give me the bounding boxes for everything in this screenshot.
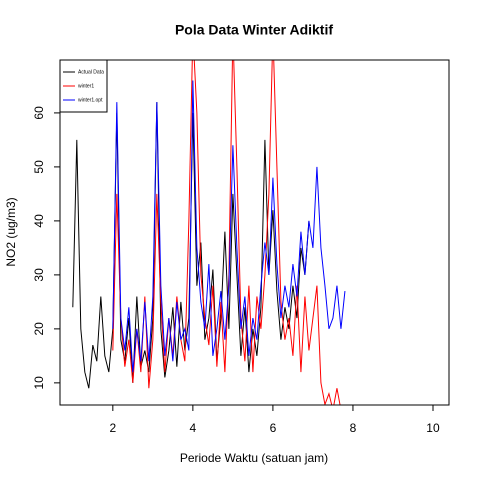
series-line (112, 80, 346, 373)
chart-title: Pola Data Winter Adiktif (175, 22, 333, 38)
legend-label: Actual Data (78, 69, 104, 75)
y-tick-label: 40 (32, 214, 46, 228)
y-tick-label: 60 (32, 106, 46, 120)
x-tick-label: 4 (190, 421, 197, 435)
x-tick-label: 8 (350, 421, 357, 435)
legend-label: winter1.opt (78, 97, 103, 103)
x-tick-label: 10 (426, 421, 440, 435)
y-tick-label: 20 (32, 322, 46, 336)
y-axis-label: NO2 (ug/m3) (4, 197, 18, 266)
plot-frame (59, 59, 450, 406)
plot-area (72, 60, 346, 405)
series-line (112, 60, 341, 405)
x-tick-label: 2 (109, 421, 116, 435)
x-tick-label: 6 (270, 421, 277, 435)
y-tick-label: 50 (32, 160, 46, 174)
y-tick-label: 30 (32, 268, 46, 282)
x-axis-label: Periode Waktu (satuan jam) (180, 451, 328, 465)
y-tick-label: 10 (32, 376, 46, 390)
legend-label: winter1 (78, 83, 94, 89)
